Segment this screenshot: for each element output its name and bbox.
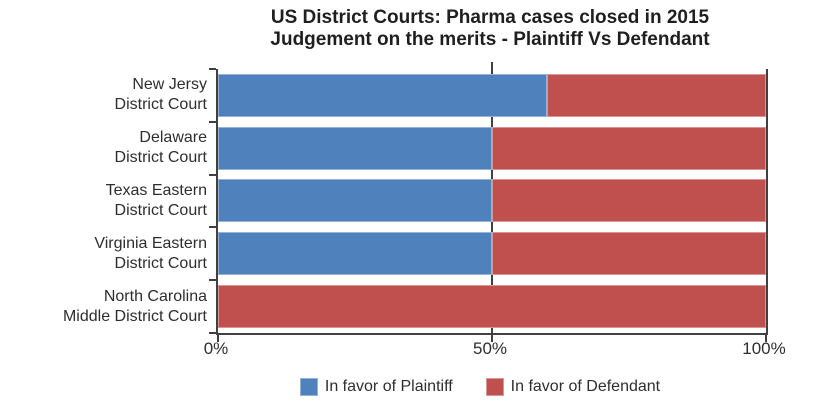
legend-item: In favor of Plaintiff — [299, 378, 453, 396]
bar-segment-in-favor-of-plaintiff — [218, 179, 492, 223]
y-axis-tick — [209, 332, 216, 334]
category-label-line1: New Jersy — [132, 76, 207, 94]
x-axis-tick-label: 100% — [742, 339, 786, 358]
x-axis-tick-label: 50% — [472, 339, 508, 358]
x-axis-tick — [491, 335, 493, 342]
y-axis-tick — [209, 68, 216, 70]
category-label-line2: District Court — [114, 96, 207, 114]
y-axis-category-labels: New Jersy District Court Delaware District … — [0, 69, 207, 333]
category-label-line2: District Court — [114, 254, 207, 272]
stacked-bar — [218, 73, 766, 117]
y-axis-tick — [209, 173, 216, 176]
stacked-bar — [218, 232, 766, 276]
category-label-line1: Virginia Eastern — [94, 234, 207, 252]
chart-title-line2: Judgement on the merits - Plaintiff Vs D… — [270, 29, 710, 50]
x-axis-tick-label: 0% — [203, 339, 229, 358]
top-axis-tick — [491, 62, 493, 69]
legend-swatch — [299, 378, 318, 396]
y-axis-tick — [209, 279, 216, 282]
bar-segment-in-favor-of-defendant — [492, 232, 766, 276]
bar-segment-in-favor-of-plaintiff — [218, 126, 492, 170]
bar-segment-in-favor-of-defendant — [492, 179, 766, 223]
bar-segment-in-favor-of-plaintiff — [218, 73, 547, 117]
legend-label: In favor of Plaintiff — [324, 378, 453, 395]
category-label: Delaware District Court — [0, 122, 207, 175]
bar-segment-in-favor-of-plaintiff — [218, 232, 492, 276]
x-axis-tick — [765, 335, 767, 342]
category-label-line1: Texas Eastern — [105, 181, 207, 199]
category-label: New Jersy District Court — [0, 69, 207, 122]
x-axis-tick-labels: 0% 50% 100% — [0, 339, 820, 361]
x-axis-tick — [217, 335, 219, 342]
bar-row — [218, 175, 766, 228]
category-label-line2: Middle District Court — [62, 307, 207, 325]
bars-group — [218, 69, 766, 333]
category-label: Virginia Eastern District Court — [0, 227, 207, 280]
bar-segment-in-favor-of-defendant — [218, 285, 766, 329]
bar-segment-in-favor-of-defendant — [492, 126, 766, 170]
legend: In favor of Plaintiff In favor of Defenda… — [140, 378, 820, 396]
plot-area — [209, 62, 768, 342]
bar-row — [218, 227, 766, 280]
bar-row — [218, 69, 766, 122]
category-label-line2: District Court — [114, 149, 207, 167]
bar-row — [218, 280, 766, 333]
category-label-line1: North Carolina — [103, 287, 207, 305]
stacked-bar — [218, 179, 766, 223]
category-label-line1: Delaware — [139, 129, 207, 147]
bar-row — [218, 122, 766, 175]
category-label-line2: District Court — [114, 201, 207, 219]
bar-segment-in-favor-of-defendant — [546, 73, 766, 117]
chart-title-line1: US District Courts: Pharma cases closed … — [270, 7, 710, 28]
legend-label: In favor of Defendant — [510, 378, 661, 395]
y-axis-tick — [209, 120, 216, 123]
legend-item: In favor of Defendant — [485, 378, 661, 396]
stacked-bar — [218, 126, 766, 170]
category-label: North Carolina Middle District Court — [0, 280, 207, 333]
legend-swatch — [485, 378, 504, 396]
category-label: Texas Eastern District Court — [0, 175, 207, 228]
chart-title: US District Courts: Pharma cases closed … — [176, 7, 804, 51]
stacked-bar — [218, 285, 766, 329]
y-axis-tick — [209, 226, 216, 229]
